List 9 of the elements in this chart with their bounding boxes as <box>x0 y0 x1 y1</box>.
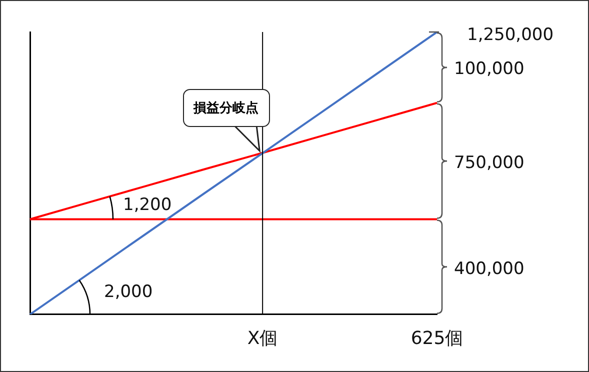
text: 1,250,000 <box>467 25 554 45</box>
x-tick-label: X個 <box>247 328 278 349</box>
annotation: 1,200 <box>123 195 172 216</box>
text: 100,000 <box>454 59 524 80</box>
text: 400,000 <box>454 258 524 279</box>
annotation: 2,000 <box>104 282 153 302</box>
annotation: 損益分岐点 <box>182 88 270 127</box>
text: 750,000 <box>454 153 524 174</box>
x-tick-label: 625個 <box>410 328 464 349</box>
